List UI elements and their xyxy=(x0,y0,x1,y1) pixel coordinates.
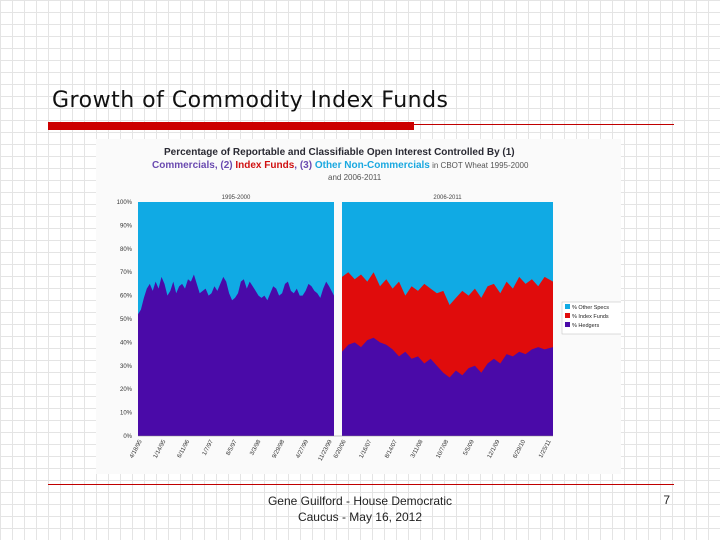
title-sep-1: , (2) xyxy=(215,160,236,171)
y-tick-label: 20% xyxy=(120,387,133,393)
x-tick-label: 1/7/97 xyxy=(202,439,215,457)
x-tick-label: 1/14/95 xyxy=(153,439,168,460)
x-tick-label: 3/3/98 xyxy=(249,439,262,457)
x-tick-label: 11/23/99 xyxy=(318,439,334,463)
chart-title-line2: Commercials, (2) Index Funds, (3) Other … xyxy=(152,160,529,171)
legend-swatch xyxy=(565,313,570,318)
title-suffix: in CBOT Wheat 1995-2000 xyxy=(430,161,529,170)
x-tick-label: 1/16/07 xyxy=(359,439,374,460)
legend-swatch xyxy=(565,304,570,309)
title-sep-2: , (3) xyxy=(294,160,315,171)
title-index-funds: Index Funds xyxy=(235,160,294,171)
y-tick-label: 60% xyxy=(120,294,133,300)
x-tick-label: 5/5/09 xyxy=(463,439,476,457)
y-tick-label: 30% xyxy=(120,364,133,370)
panel-label: 2006-2011 xyxy=(433,195,462,201)
y-tick-label: 80% xyxy=(120,247,133,253)
x-tick-label: 1/25/11 xyxy=(538,439,553,460)
title-accent-bar xyxy=(48,122,414,130)
legend-label: % Other Specs xyxy=(572,305,609,311)
y-tick-label: 90% xyxy=(120,223,133,229)
x-tick-label: 4/27/99 xyxy=(295,439,310,460)
title-commercials: Commercials xyxy=(152,160,215,171)
chart-title-line3: and 2006-2011 xyxy=(328,173,382,182)
x-tick-label: 8/5/97 xyxy=(226,439,239,457)
area-hedgers xyxy=(342,337,553,436)
x-tick-label: 6/20/06 xyxy=(333,439,348,460)
y-tick-label: 70% xyxy=(120,270,133,276)
x-tick-label: 3/11/08 xyxy=(410,439,425,460)
chart-title-line1: Percentage of Reportable and Classifiabl… xyxy=(164,147,515,158)
x-tick-label: 6/11/96 xyxy=(177,439,192,460)
y-tick-label: 50% xyxy=(120,317,133,323)
plot-area: 0% 10% 20% 30% 40% 50% 60% 70% 80% 90% 100% 1995-20… xyxy=(117,195,553,462)
footer-line-2: Caucus - May 16, 2012 xyxy=(297,510,423,524)
y-tick-label: 10% xyxy=(120,411,133,417)
title-other: Other Non-Commercials xyxy=(315,160,430,171)
x-tick-label: 6/29/10 xyxy=(512,439,527,460)
footer-text: Gene Guilford - House Democratic Caucus … xyxy=(240,493,480,525)
page-number: 7 xyxy=(663,493,670,507)
y-tick-label: 100% xyxy=(117,200,133,206)
x-tick-label: 9/29/98 xyxy=(272,439,287,460)
x-tick-label: 12/1/09 xyxy=(487,439,502,460)
x-tick-label: 10/7/08 xyxy=(436,439,451,460)
legend-label: % Index Funds xyxy=(572,314,609,320)
x-tick-label: 8/14/07 xyxy=(384,439,399,460)
chart-figure: Percentage of Reportable and Classifiabl… xyxy=(96,139,625,474)
x-tick-label: 4/18/95 xyxy=(129,439,144,460)
legend-label: % Hedgers xyxy=(572,323,599,329)
area-hedgers xyxy=(138,274,334,436)
y-tick-label: 0% xyxy=(123,434,132,440)
legend-swatch xyxy=(565,322,570,327)
panel-label: 1995-2000 xyxy=(222,195,251,201)
footer-line-1: Gene Guilford - House Democratic xyxy=(267,494,453,508)
y-tick-label: 40% xyxy=(120,340,133,346)
slide-title: Growth of Commodity Index Funds xyxy=(52,88,449,113)
chart-svg: Percentage of Reportable and Classifiabl… xyxy=(117,147,625,462)
footer-divider-line xyxy=(48,484,674,485)
chart-legend: % Other Specs % Index Funds % Hedgers xyxy=(561,301,625,335)
